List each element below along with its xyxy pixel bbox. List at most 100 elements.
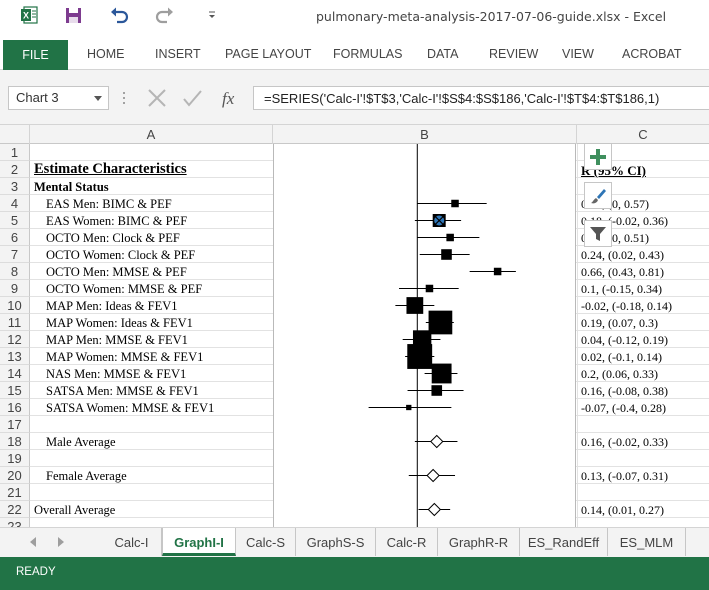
cell-label[interactable]: Estimate Characteristics bbox=[34, 161, 187, 177]
cell-ci-value[interactable]: 0.2, (0.06, 0.33) bbox=[581, 367, 658, 381]
row-header[interactable]: 1 bbox=[0, 144, 30, 161]
cell-label[interactable]: MAP Women: MMSE & FEV1 bbox=[46, 350, 204, 364]
tab-page-layout[interactable]: PAGE LAYOUT bbox=[225, 47, 312, 61]
sheet-tab-calc-s[interactable]: Calc-S bbox=[236, 528, 296, 556]
cell-label[interactable]: MAP Men: MMSE & FEV1 bbox=[46, 333, 188, 347]
row-header[interactable]: 13 bbox=[0, 348, 30, 365]
cell-label[interactable]: Mental Status bbox=[34, 180, 109, 194]
tab-review[interactable]: REVIEW bbox=[489, 47, 539, 61]
selection-handle bbox=[434, 216, 444, 225]
row-header[interactable]: 9 bbox=[0, 280, 30, 297]
row-header[interactable]: 2 bbox=[0, 161, 30, 178]
cell-label[interactable]: OCTO Men: MMSE & PEF bbox=[46, 265, 187, 279]
row-header[interactable]: 4 bbox=[0, 195, 30, 212]
row-header[interactable]: 6 bbox=[0, 229, 30, 246]
cell-label[interactable]: Overall Average bbox=[34, 503, 116, 517]
row-header[interactable]: 17 bbox=[0, 416, 30, 433]
confirm-entry-icon[interactable] bbox=[183, 90, 202, 107]
cell-ci-value[interactable]: 0.04, (-0.12, 0.19) bbox=[581, 333, 668, 347]
column-header-b[interactable]: B bbox=[273, 125, 577, 144]
sheet-tab-graphs-s[interactable]: GraphS-S bbox=[296, 528, 376, 556]
sheet-tab-calc-r[interactable]: Calc-R bbox=[376, 528, 438, 556]
row-header[interactable]: 19 bbox=[0, 450, 30, 467]
cell-ci-value[interactable]: 0.16, (-0.08, 0.38) bbox=[581, 384, 668, 398]
cell-ci-value[interactable]: -0.07, (-0.4, 0.28) bbox=[581, 401, 666, 415]
effect-marker bbox=[406, 297, 424, 314]
tab-file[interactable]: FILE bbox=[3, 40, 68, 70]
undo-icon[interactable] bbox=[107, 4, 131, 26]
cell-label[interactable]: OCTO Women: MMSE & PEF bbox=[46, 282, 203, 296]
scroll-tabs-right-icon[interactable] bbox=[58, 537, 64, 547]
row-header[interactable]: 10 bbox=[0, 297, 30, 314]
tab-view[interactable]: VIEW bbox=[562, 47, 594, 61]
chevron-down-icon[interactable] bbox=[94, 96, 102, 101]
row-header[interactable]: 16 bbox=[0, 399, 30, 416]
cell-label[interactable]: EAS Men: BIMC & PEF bbox=[46, 197, 172, 211]
cell-label[interactable]: MAP Men: Ideas & FEV1 bbox=[46, 299, 178, 313]
tab-insert[interactable]: INSERT bbox=[155, 47, 201, 61]
cell-ci-value[interactable]: 0.1, (-0.15, 0.34) bbox=[581, 282, 662, 296]
cell-label[interactable]: Male Average bbox=[46, 435, 116, 449]
cell-label[interactable]: OCTO Men: Clock & PEF bbox=[46, 231, 180, 245]
cell-ci-value[interactable]: 0.14, (0.01, 0.27) bbox=[581, 503, 664, 517]
tab-data[interactable]: DATA bbox=[427, 47, 459, 61]
cell-ci-value[interactable]: -0.02, (-0.18, 0.14) bbox=[581, 299, 672, 313]
redo-icon[interactable] bbox=[153, 4, 177, 26]
row-header[interactable]: 15 bbox=[0, 382, 30, 399]
scroll-tabs-left-icon[interactable] bbox=[30, 537, 36, 547]
cancel-entry-icon[interactable] bbox=[148, 89, 166, 107]
formula-input[interactable]: =SERIES('Calc-I'!$T$3,'Calc-I'!$S$4:$S$1… bbox=[253, 86, 709, 110]
row-header[interactable]: 22 bbox=[0, 501, 30, 518]
formula-buttons: fx bbox=[118, 86, 250, 110]
cell-label[interactable]: SATSA Women: MMSE & FEV1 bbox=[46, 401, 215, 415]
row-header[interactable]: 18 bbox=[0, 433, 30, 450]
column-header-a[interactable]: A bbox=[30, 125, 273, 144]
row-header[interactable]: 8 bbox=[0, 263, 30, 280]
sheet-tab-es-randeff[interactable]: ES_RandEff bbox=[520, 528, 608, 556]
cell-label[interactable]: OCTO Women: Clock & PEF bbox=[46, 248, 196, 262]
chart-styles-brush-icon[interactable] bbox=[584, 182, 612, 209]
cell-ci-value[interactable]: 0.02, (-0.1, 0.14) bbox=[581, 350, 662, 364]
row-header[interactable]: 14 bbox=[0, 365, 30, 382]
sheet-tabs-bar: Calc-I GraphI-I Calc-S GraphS-S Calc-R G… bbox=[0, 527, 709, 557]
tab-acrobat[interactable]: ACROBAT bbox=[622, 47, 682, 61]
chart-filters-funnel-icon[interactable] bbox=[584, 220, 612, 247]
cell-ci-value[interactable]: 0.13, (-0.07, 0.31) bbox=[581, 469, 668, 483]
row-header[interactable]: 7 bbox=[0, 246, 30, 263]
row-header[interactable]: 11 bbox=[0, 314, 30, 331]
select-all-corner[interactable] bbox=[0, 125, 30, 144]
cell-label[interactable]: Female Average bbox=[46, 469, 127, 483]
cell-ci-value[interactable]: 0.19, (0.07, 0.3) bbox=[581, 316, 658, 330]
cell-label[interactable]: NAS Men: MMSE & FEV1 bbox=[46, 367, 187, 381]
row-header[interactable]: 21 bbox=[0, 484, 30, 501]
forest-plot-chart[interactable] bbox=[273, 144, 576, 527]
row-header[interactable]: 20 bbox=[0, 467, 30, 484]
chart-elements-plus-icon[interactable] bbox=[584, 143, 612, 170]
cell-ci-value[interactable]: 0.66, (0.43, 0.81) bbox=[581, 265, 664, 279]
more-options-icon[interactable] bbox=[123, 92, 125, 104]
cell-ci-value[interactable]: 0.24, (0.02, 0.43) bbox=[581, 248, 664, 262]
sheet-tab-graphi-i[interactable]: GraphI-I bbox=[162, 528, 236, 556]
column-header-c[interactable]: C bbox=[638, 127, 648, 142]
effect-marker bbox=[431, 363, 452, 384]
sheet-tab-calc-i[interactable]: Calc-I bbox=[102, 528, 162, 556]
name-box[interactable]: Chart 3 bbox=[8, 86, 109, 110]
excel-logo-icon[interactable]: X bbox=[17, 4, 41, 26]
cell-ci-value[interactable]: 0.16, (-0.02, 0.33) bbox=[581, 435, 668, 449]
row-header[interactable]: 3 bbox=[0, 178, 30, 195]
save-icon[interactable] bbox=[61, 4, 85, 26]
cell-label[interactable]: MAP Women: Ideas & FEV1 bbox=[46, 316, 193, 330]
tab-formulas[interactable]: FORMULAS bbox=[333, 47, 403, 61]
insert-function-icon[interactable]: fx bbox=[222, 89, 235, 108]
row-header[interactable]: 5 bbox=[0, 212, 30, 229]
status-bar: READY bbox=[0, 557, 709, 590]
ribbon-tabs: FILE HOME INSERT PAGE LAYOUT FORMULAS DA… bbox=[0, 32, 709, 70]
cell-label[interactable]: SATSA Men: MMSE & FEV1 bbox=[46, 384, 199, 398]
row-header[interactable]: 23 bbox=[0, 518, 30, 527]
cell-label[interactable]: EAS Women: BIMC & PEF bbox=[46, 214, 188, 228]
customize-dropdown-icon[interactable] bbox=[200, 4, 224, 26]
row-header[interactable]: 12 bbox=[0, 331, 30, 348]
sheet-tab-es-mlm[interactable]: ES_MLM bbox=[608, 528, 686, 556]
tab-home[interactable]: HOME bbox=[87, 47, 125, 61]
sheet-tab-graphr-r[interactable]: GraphR-R bbox=[438, 528, 520, 556]
